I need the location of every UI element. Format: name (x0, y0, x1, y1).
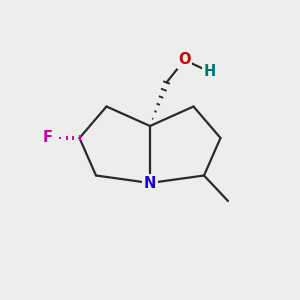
Text: H: H (204, 64, 216, 80)
Text: N: N (144, 176, 156, 190)
Text: F: F (43, 130, 53, 146)
Text: O: O (178, 52, 191, 68)
